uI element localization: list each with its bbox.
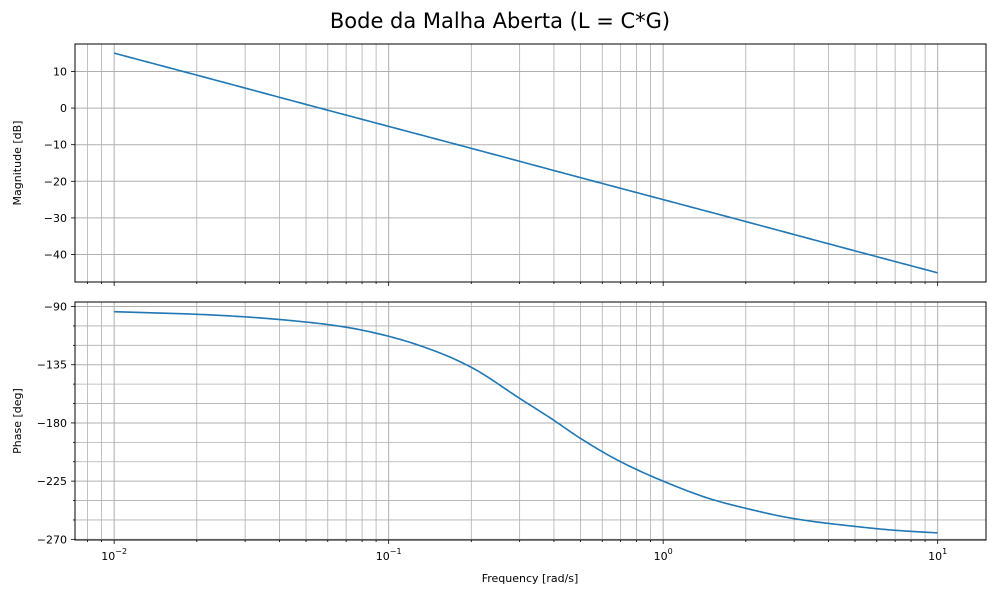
phase-y-tick-label: −270 [37, 533, 67, 546]
phase-y-tick-label: −90 [44, 301, 67, 314]
magnitude-grid [75, 44, 986, 282]
phase-y-tick-label: −180 [37, 417, 67, 430]
magnitude-series-line [113, 52, 938, 274]
magnitude-plot: 10 0 −10 −20 −30 −40 Magnitude [dB] [11, 43, 987, 286]
phase-x-tick-label: 10−1 [376, 547, 402, 563]
magnitude-y-tick-label: 0 [60, 102, 67, 115]
phase-ylabel: Phase [deg] [11, 388, 24, 454]
phase-grid [75, 302, 986, 540]
magnitude-ticks: 10 0 −10 −20 −30 −40 [44, 65, 939, 286]
phase-x-tick-label: 10−2 [101, 547, 127, 563]
magnitude-y-tick-label: −40 [44, 249, 67, 262]
magnitude-y-tick-label: −20 [44, 175, 67, 188]
magnitude-series [113, 52, 938, 274]
phase-y-tick-label: −225 [37, 475, 67, 488]
magnitude-y-tick-label: −10 [44, 139, 67, 152]
phase-plot: −90 −135 −180 −225 −270 10−2 10−1 100 101 Phase … [11, 301, 987, 563]
phase-x-tick-label: 101 [928, 547, 947, 563]
x-axis-label: Frequency [rad/s] [482, 572, 579, 585]
figure-title: Bode da Malha Aberta (L = C*G) [330, 9, 670, 33]
magnitude-ylabel: Magnitude [dB] [11, 121, 24, 206]
magnitude-y-tick-label: 10 [53, 65, 67, 78]
magnitude-y-tick-label: −30 [44, 212, 67, 225]
phase-x-tick-label: 100 [654, 547, 673, 563]
phase-y-tick-label: −135 [37, 359, 67, 372]
phase-series-line [114, 310, 938, 534]
phase-axes-frame [74, 301, 987, 541]
phase-series [114, 310, 938, 534]
magnitude-axes-frame [74, 43, 987, 283]
